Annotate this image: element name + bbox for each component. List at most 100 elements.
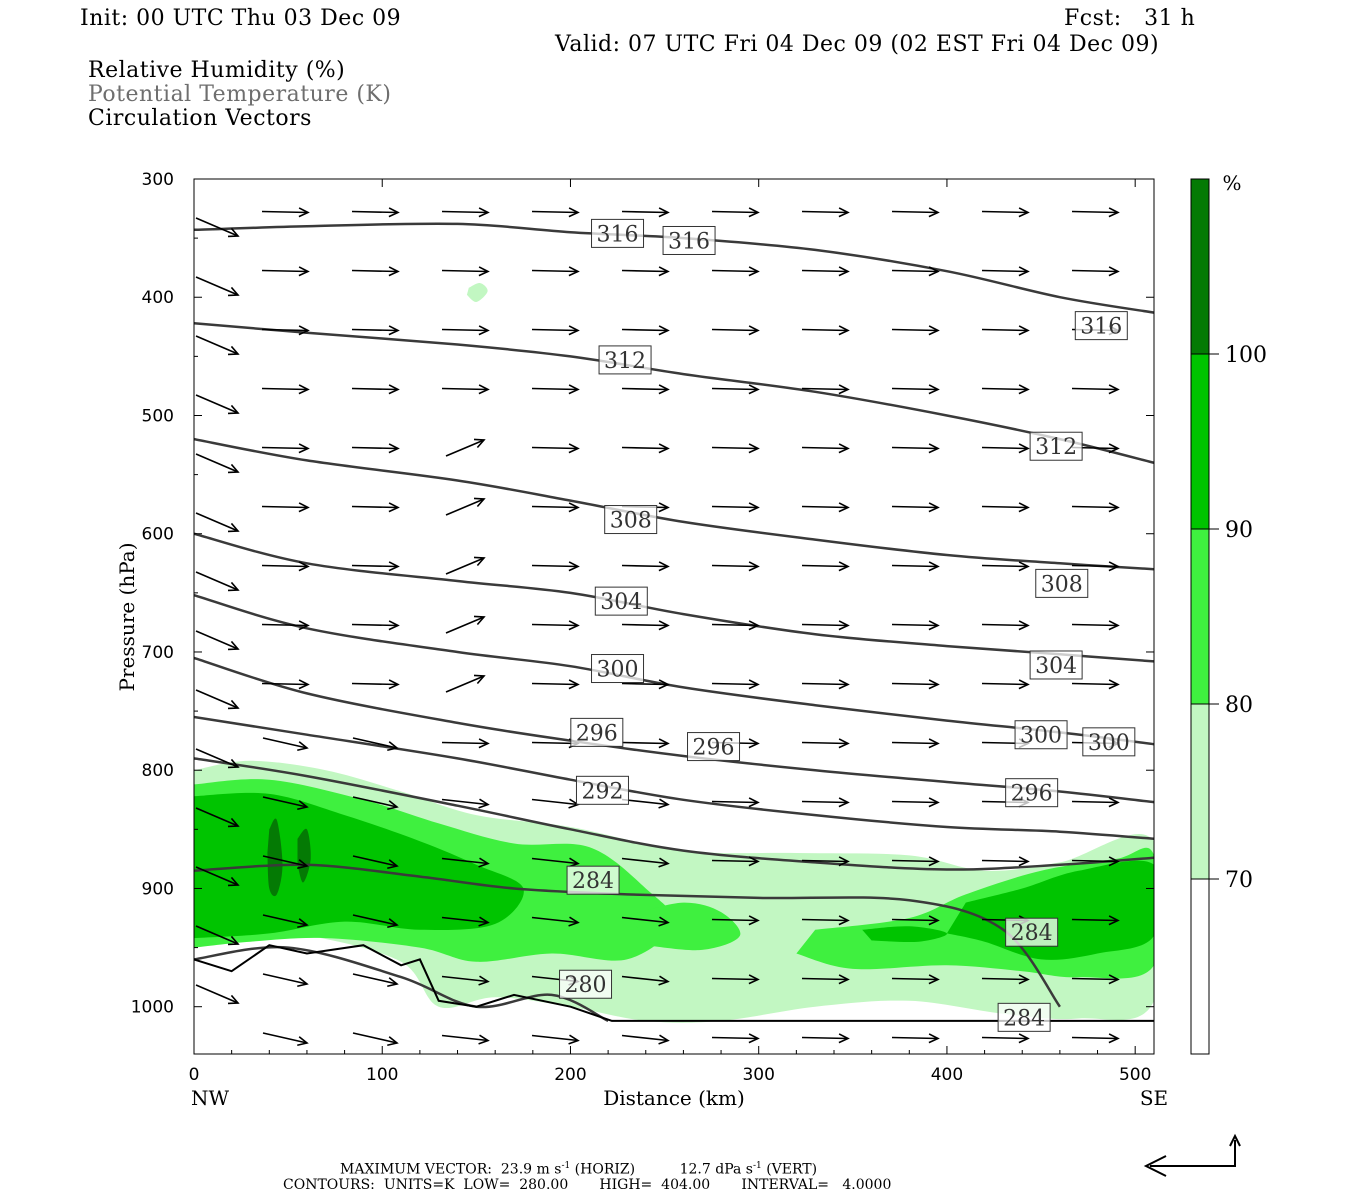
colorbar-band-70 [1190, 703, 1210, 880]
circulation-vector [621, 975, 670, 986]
y-tick-label: 500 [142, 406, 174, 426]
circulation-vector [263, 1092, 307, 1104]
rh-70-patch [466, 283, 488, 303]
theta-300-contour [194, 594, 1154, 746]
circulation-vector [262, 855, 309, 870]
circulation-vector [621, 857, 670, 868]
circulation-vector [1071, 856, 1120, 867]
colorbar-label: 100 [1225, 343, 1267, 368]
circulation-vector [711, 856, 760, 867]
contour-label: 316 [1074, 311, 1128, 341]
contour-label: 312 [598, 345, 652, 375]
contour-label: 292 [575, 775, 629, 805]
circulation-vector [195, 453, 240, 474]
circulation-vector [621, 207, 670, 218]
contour-label: 284 [566, 865, 620, 895]
circulation-vector [981, 502, 1030, 513]
circulation-vector [711, 266, 760, 277]
circulation-vector [352, 796, 399, 811]
colorbar: 70 80 90 100 [1190, 178, 1267, 1055]
circulation-vector [801, 620, 850, 631]
circulation-vector [195, 748, 240, 769]
circulation-vector [711, 915, 760, 926]
circulation-vector [621, 325, 670, 336]
circulation-vector [621, 1034, 670, 1045]
svg-text:316: 316 [668, 229, 710, 254]
y-tick-label: 700 [142, 643, 174, 663]
circulation-vector [351, 384, 400, 395]
circulation-vector [531, 443, 580, 454]
contour-label: 296 [570, 717, 624, 747]
contour-label: 284 [997, 1002, 1051, 1032]
contour-label: 312 [1029, 431, 1083, 461]
circulation-vector [261, 266, 310, 277]
circulation-vector [891, 384, 940, 395]
circulation-vector [711, 679, 760, 690]
circulation-vector [801, 974, 850, 985]
circulation-vector [351, 325, 400, 336]
circulation-vector [891, 207, 940, 218]
forecast-hour: Fcst: 31 h [1064, 6, 1196, 31]
contour-label: 316 [662, 225, 716, 255]
svg-text:292: 292 [581, 779, 623, 804]
contour-label: 280 [559, 969, 613, 999]
contour-label: 300 [1082, 727, 1136, 757]
circulation-vector [711, 325, 760, 336]
circulation-vector [891, 738, 940, 749]
circulation-vector [195, 571, 240, 592]
svg-text:300: 300 [1020, 724, 1062, 749]
x-axis-label: Distance (km) [603, 1086, 745, 1110]
svg-text:316: 316 [597, 222, 639, 247]
circulation-vector [981, 384, 1030, 395]
circulation-vector [801, 797, 850, 808]
svg-text:312: 312 [1035, 435, 1077, 460]
circulation-vector [1071, 207, 1120, 218]
circulation-vector [352, 1032, 399, 1047]
circulation-vector [1071, 620, 1120, 631]
circulation-vector [711, 502, 760, 513]
circulation-vector [621, 266, 670, 277]
colorbar-band-100 [1190, 178, 1210, 355]
y-tick-label: 1000 [131, 998, 174, 1018]
circulation-vector [195, 335, 240, 356]
circulation-vector [981, 266, 1030, 277]
circulation-vector [445, 497, 486, 516]
circulation-vector [262, 737, 309, 752]
contour-label: 304 [1029, 650, 1083, 680]
circulation-vector [352, 914, 399, 929]
circulation-vector [531, 798, 580, 809]
svg-text:284: 284 [572, 869, 614, 894]
circulation-vector [441, 384, 490, 395]
circulation-vector [532, 1094, 578, 1103]
circulation-vector [195, 689, 240, 710]
svg-text:296: 296 [693, 736, 735, 761]
circulation-vector [352, 855, 399, 870]
circulation-vector [351, 443, 400, 454]
circulation-vector [621, 443, 670, 454]
circulation-vector [441, 857, 490, 868]
circulation-vector [981, 620, 1030, 631]
circulation-vector [261, 384, 310, 395]
circulation-vector [441, 266, 490, 277]
theta-304-contour [194, 532, 1154, 663]
circulation-vector [261, 502, 310, 513]
circulation-vector [801, 679, 850, 690]
circulation-vector [445, 615, 486, 634]
circulation-vector [891, 797, 940, 808]
circulation-vector [621, 679, 670, 690]
circulation-vector [262, 1032, 309, 1047]
circulation-vector [262, 914, 309, 929]
field-vectors: Circulation Vectors [88, 106, 312, 131]
rh-80-center [630, 902, 741, 951]
circulation-vector [711, 443, 760, 454]
circulation-vector [801, 325, 850, 336]
x-tick-label: 500 [1119, 1065, 1151, 1085]
se-label: SE [1140, 1086, 1168, 1110]
circulation-vector [531, 1034, 580, 1045]
circulation-vector [353, 1092, 397, 1104]
field-rh: Relative Humidity (%) [88, 58, 346, 83]
humidity-shading [194, 283, 1154, 1023]
circulation-vector [195, 217, 240, 238]
circulation-vector [261, 207, 310, 218]
circulation-vector [262, 973, 309, 988]
